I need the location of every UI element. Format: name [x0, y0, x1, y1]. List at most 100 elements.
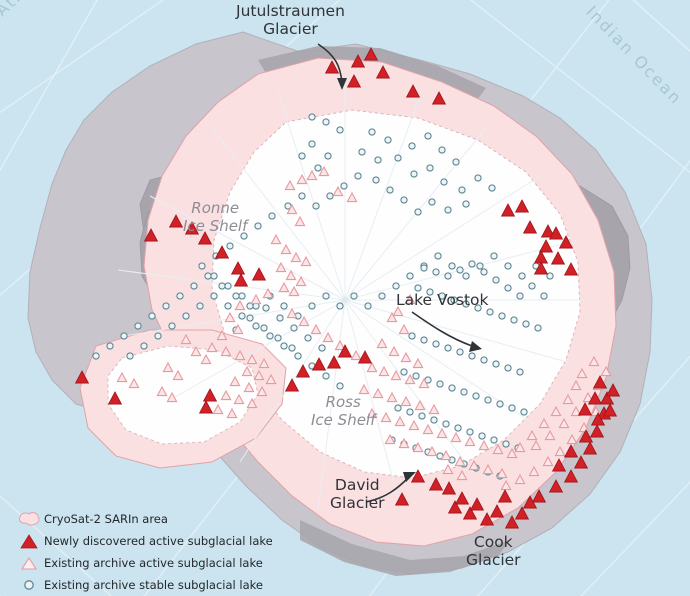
- lake-marker: [492, 360, 500, 368]
- lake-marker: [308, 113, 316, 121]
- lake-marker: [288, 285, 300, 297]
- lake-marker: [602, 403, 618, 417]
- lake-marker: [548, 226, 564, 240]
- lake-marker: [350, 292, 358, 300]
- lake-marker: [404, 373, 416, 385]
- lake-marker: [587, 391, 603, 405]
- lake-marker: [390, 369, 402, 381]
- legend-item-archive-active-lake[interactable]: Existing archive active subglacial lake: [14, 552, 263, 573]
- lake-marker: [430, 416, 438, 424]
- lake-marker: [232, 323, 244, 335]
- lake-marker: [184, 221, 200, 235]
- lake-marker: [220, 389, 232, 401]
- lake-marker: [558, 417, 570, 429]
- lake-marker: [462, 300, 470, 308]
- lake-marker: [400, 351, 412, 363]
- lake-marker: [234, 299, 246, 311]
- lake-marker: [350, 54, 366, 68]
- lake-marker: [372, 176, 380, 184]
- lake-marker: [406, 408, 414, 416]
- lake-marker: [432, 268, 440, 276]
- lake-marker: [214, 245, 230, 259]
- lake-marker: [270, 233, 282, 245]
- lake-marker: [414, 208, 422, 216]
- lake-marker: [436, 427, 448, 439]
- lake-marker: [168, 214, 184, 228]
- lake-marker: [518, 272, 526, 280]
- lake-marker: [589, 424, 605, 438]
- lake-marker: [128, 377, 140, 389]
- lake-marker: [318, 344, 326, 352]
- lake-marker: [526, 429, 538, 441]
- lake-marker: [294, 352, 302, 360]
- lake-marker: [534, 324, 542, 332]
- lake-marker: [588, 355, 600, 367]
- lake-marker: [578, 421, 590, 433]
- lake-marker: [404, 293, 416, 305]
- lake-marker: [520, 408, 528, 416]
- lake-marker: [576, 367, 588, 379]
- legend-label-archive-active-lake: Existing archive active subglacial lake: [44, 555, 263, 570]
- lake-marker: [431, 91, 447, 105]
- lake-marker: [306, 169, 318, 181]
- new-active-lake-markers: [74, 47, 621, 529]
- lake-marker: [508, 404, 516, 412]
- lake-marker: [522, 220, 538, 234]
- lake-marker: [550, 405, 562, 417]
- lake-marker: [336, 382, 344, 390]
- lake-marker: [436, 380, 444, 388]
- lake-marker: [400, 395, 412, 407]
- lake-marker: [218, 282, 226, 290]
- lake-marker: [456, 348, 464, 356]
- lake-marker: [206, 341, 218, 353]
- lake-marker: [372, 387, 384, 399]
- legend-item-sarin-area[interactable]: CryoSat-2 SARIn area: [14, 508, 254, 529]
- lake-marker: [238, 292, 246, 300]
- lake-marker: [212, 403, 224, 415]
- lake-marker: [441, 481, 457, 495]
- lake-marker: [538, 417, 550, 429]
- lake-vostok-arrow: [411, 311, 473, 347]
- lake-marker: [504, 284, 512, 292]
- sarin-area-swatch-icon: [14, 511, 44, 527]
- lake-marker: [426, 164, 434, 172]
- lake-marker: [224, 302, 232, 310]
- lake-marker: [582, 391, 594, 403]
- lake-marker: [384, 433, 396, 445]
- lake-marker: [233, 393, 245, 405]
- lake-marker: [418, 377, 430, 389]
- lake-marker: [202, 388, 218, 402]
- lake-marker: [162, 302, 170, 310]
- lake-marker: [378, 292, 386, 300]
- lake-marker: [318, 165, 330, 177]
- lake-marker: [420, 264, 428, 272]
- lake-marker: [398, 437, 410, 449]
- lake-marker: [434, 252, 442, 260]
- lake-marker: [354, 172, 362, 180]
- lake-marker: [420, 336, 428, 344]
- lake-marker: [322, 372, 330, 380]
- lake-marker: [246, 397, 258, 409]
- lake-marker: [428, 198, 436, 206]
- lake-marker: [253, 369, 265, 381]
- lake-marker: [530, 439, 542, 451]
- legend-item-new-active-lake[interactable]: Newly discovered active subglacial lake: [14, 530, 273, 551]
- lake-marker: [460, 388, 468, 396]
- lake-marker: [478, 439, 490, 451]
- lake-marker: [232, 292, 240, 300]
- lake-marker: [340, 182, 348, 190]
- lake-marker: [428, 477, 444, 491]
- lake-marker: [238, 312, 246, 320]
- lake-marker: [554, 445, 566, 457]
- lake-marker: [324, 152, 332, 160]
- lake-marker: [374, 156, 382, 164]
- lake-marker: [74, 370, 90, 384]
- lake-marker: [246, 314, 254, 322]
- lake-marker: [322, 118, 330, 126]
- lake-marker: [210, 272, 218, 280]
- lake-marker: [440, 178, 448, 186]
- legend-item-archive-stable-lake[interactable]: Existing archive stable subglacial lake: [14, 574, 263, 595]
- lake-marker: [311, 357, 327, 371]
- lake-marker: [504, 515, 520, 529]
- lake-marker: [480, 356, 488, 364]
